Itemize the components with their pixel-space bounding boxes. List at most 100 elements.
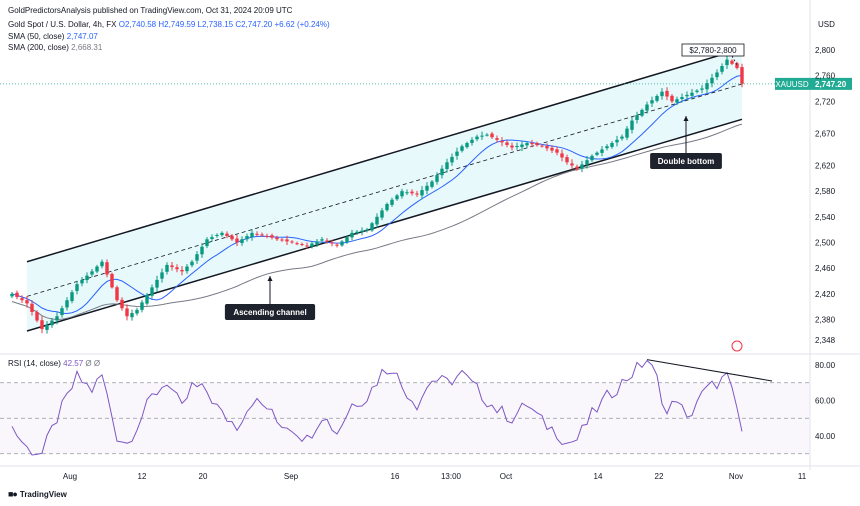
candle-body xyxy=(75,284,79,291)
candle-body xyxy=(560,153,564,158)
price-tick-label: 2,720 xyxy=(815,97,836,106)
price-tick-label: 2,670 xyxy=(815,129,836,138)
candle-body xyxy=(590,155,594,161)
symbol-name: Gold Spot / U.S. Dollar, 4h, FX xyxy=(8,20,117,29)
candle-body xyxy=(215,234,219,237)
candle-body xyxy=(655,95,659,101)
candle-body xyxy=(335,244,339,246)
candle-body xyxy=(195,254,199,261)
time-tick-label: 12 xyxy=(138,472,147,481)
symbol-tag-text: XAUUSD xyxy=(775,80,809,89)
candle-body xyxy=(45,324,49,330)
candle-body xyxy=(300,244,304,246)
candle-body xyxy=(480,135,484,137)
ohlc-open: O2,740.58 xyxy=(118,20,157,29)
candle-body xyxy=(125,308,129,317)
alert-icon xyxy=(731,340,743,352)
candle-body xyxy=(455,151,459,156)
price-tick-label: 2,620 xyxy=(815,161,836,170)
candle-body xyxy=(550,147,554,151)
candle-body xyxy=(735,63,739,68)
candle-body xyxy=(355,231,359,234)
candle-body xyxy=(565,157,569,163)
sma200-value: 2,668.31 xyxy=(71,43,103,52)
time-tick-label: Nov xyxy=(729,472,743,481)
candle-body xyxy=(425,185,429,191)
candle-body xyxy=(345,237,349,243)
candle-body xyxy=(70,292,74,302)
target-pointer xyxy=(731,55,738,66)
candle-body xyxy=(240,239,244,244)
candle-body xyxy=(505,142,509,145)
rsi-extra-1: Ø xyxy=(85,359,92,368)
candle-body xyxy=(230,235,234,240)
candle-body xyxy=(275,237,279,240)
candle-body xyxy=(575,166,579,169)
candle-body xyxy=(235,238,239,243)
double-bottom-callout-box xyxy=(650,153,722,169)
candle-body xyxy=(305,245,309,247)
candle-body xyxy=(530,143,534,145)
tradingview-brand[interactable]: ■● TradingView xyxy=(8,489,67,499)
candle-body xyxy=(610,143,614,147)
candle-body xyxy=(620,136,624,139)
candle-body xyxy=(460,146,464,151)
candle-body xyxy=(365,229,369,231)
candle-body xyxy=(495,138,499,140)
candle-body xyxy=(390,199,394,205)
candle-body xyxy=(730,60,734,64)
candle-body xyxy=(320,239,324,241)
candle-body xyxy=(395,195,399,200)
rsi-tick-label: 80.00 xyxy=(815,361,836,370)
target-box xyxy=(681,43,745,57)
candle-body xyxy=(380,210,384,218)
candle-body xyxy=(15,292,19,298)
candle-body xyxy=(535,143,539,146)
candle-body xyxy=(220,232,224,236)
candle-body xyxy=(360,230,364,233)
channel-mid-line xyxy=(26,83,743,297)
price-change: +6.62 (+0.24%) xyxy=(274,20,330,29)
candle-body xyxy=(405,192,409,194)
candle-body xyxy=(445,162,449,170)
time-tick-label: Aug xyxy=(63,472,77,481)
candle-body xyxy=(295,243,299,245)
candle-body xyxy=(525,143,529,146)
candle-body xyxy=(250,232,254,237)
channel-upper-line xyxy=(26,47,743,263)
price-tick-label: 2,380 xyxy=(815,315,836,324)
candle-body xyxy=(330,242,334,244)
ohlc-close: C2,747.20 xyxy=(235,20,273,29)
candle-body xyxy=(185,266,189,272)
candle-body xyxy=(200,246,204,255)
candle-body xyxy=(430,181,434,187)
candle-body xyxy=(685,94,689,97)
candle-body xyxy=(105,262,109,275)
candle-body xyxy=(25,300,29,304)
time-tick-label: Sep xyxy=(284,472,299,481)
sma50-legend[interactable]: SMA (50, close) 2,747.07 xyxy=(8,32,98,42)
candle-body xyxy=(190,261,194,266)
rsi-legend[interactable]: RSI (14, close) 42.57 Ø Ø xyxy=(8,359,100,369)
ascending-channel-callout-arrowhead xyxy=(267,276,273,281)
sma200-legend[interactable]: SMA (200, close) 2,668.31 xyxy=(8,43,102,53)
candle-body xyxy=(630,120,634,130)
candle-body xyxy=(490,133,494,138)
time-tick-label: 22 xyxy=(655,472,664,481)
price-tick-label: 2,500 xyxy=(815,238,836,247)
rsi-value: 42.57 xyxy=(63,359,84,368)
candle-body xyxy=(695,90,699,92)
price-tick-label: 2,540 xyxy=(815,213,836,222)
candle-body xyxy=(65,300,69,308)
double-bottom-callout-arrowhead xyxy=(683,116,689,121)
last-price-tag-text: 2,747.20 xyxy=(815,80,847,89)
sma50-label: SMA (50, close) xyxy=(8,32,65,41)
candle-body xyxy=(670,95,674,102)
candle-body xyxy=(165,264,169,272)
candle-body xyxy=(35,312,39,321)
candle-body xyxy=(605,146,609,149)
candle-body xyxy=(135,309,139,314)
candle-body xyxy=(375,216,379,225)
candle-body xyxy=(170,265,174,268)
